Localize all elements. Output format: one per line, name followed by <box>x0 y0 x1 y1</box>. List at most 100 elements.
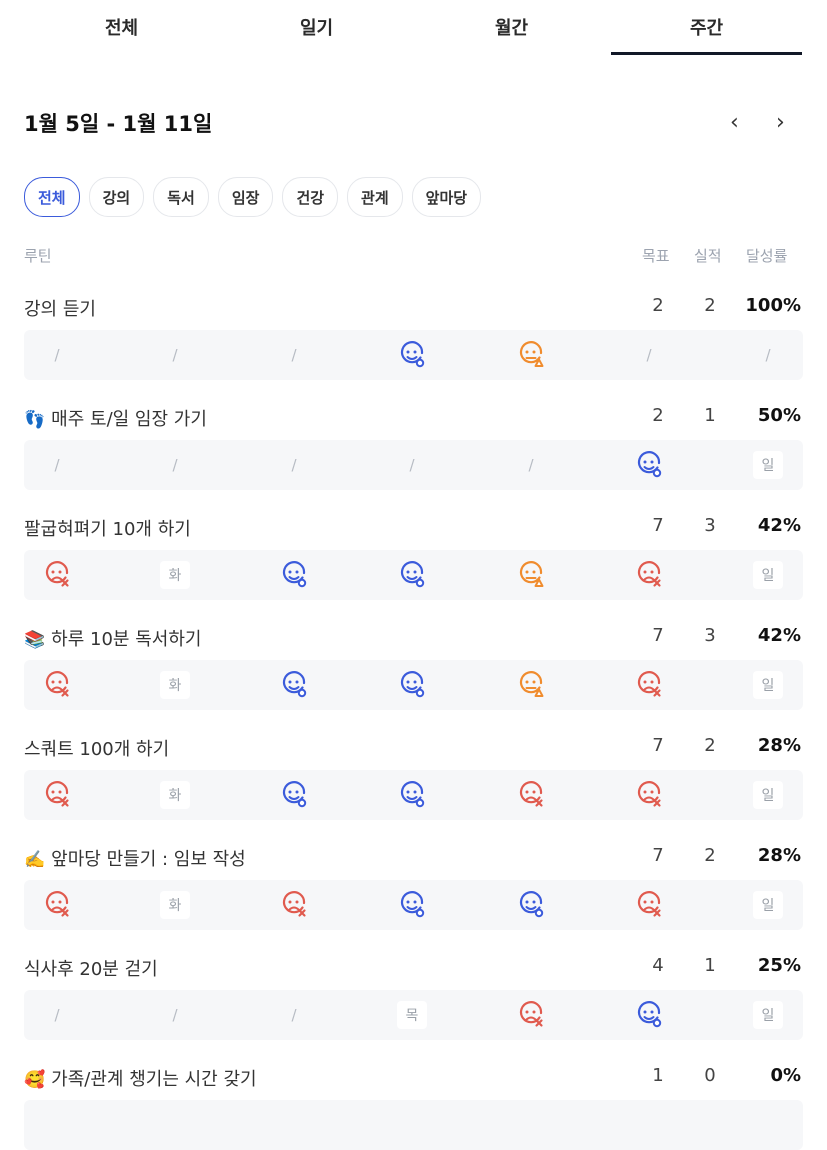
tab-all[interactable]: 전체 <box>104 18 139 39</box>
day-cell-empty[interactable]: / <box>624 330 674 380</box>
day-cell-empty[interactable]: / <box>269 440 319 490</box>
achievement-rate: 0% <box>770 1065 801 1086</box>
day-cell-pending[interactable]: 화 <box>150 770 200 820</box>
header-rate: 달성률 <box>746 247 788 265</box>
day-cell-empty[interactable]: / <box>269 330 319 380</box>
period-tabs: 전체 일기 월간 주간 <box>24 0 804 56</box>
sad-face-fail-icon[interactable] <box>32 770 82 820</box>
header-routine: 루틴 <box>24 247 52 265</box>
neutral-face-partial-icon[interactable] <box>506 660 556 710</box>
day-cell-pending[interactable]: 일 <box>743 440 793 490</box>
day-cell-empty[interactable]: / <box>150 990 200 1040</box>
chip-reading[interactable]: 독서 <box>153 177 209 217</box>
week-tracker: / / / / / <box>24 330 803 380</box>
week-tracker <box>24 1100 803 1150</box>
sad-face-fail-icon[interactable] <box>624 880 674 930</box>
achievement-rate: 28% <box>757 735 801 756</box>
day-cell-empty[interactable]: / <box>32 990 82 1040</box>
chip-health[interactable]: 건강 <box>282 177 339 217</box>
day-cell-pending[interactable]: 일 <box>743 660 793 710</box>
done-count: 1 <box>704 405 716 426</box>
week-tracker: / / / / / 일 <box>24 440 803 490</box>
day-cell-empty[interactable]: / <box>743 330 793 380</box>
routine-name: 팔굽혀펴기 10개 하기 <box>24 515 191 541</box>
sad-face-fail-icon[interactable] <box>624 660 674 710</box>
slash-mark: / <box>646 346 652 364</box>
sad-face-fail-icon[interactable] <box>506 990 556 1040</box>
happy-face-success-icon[interactable] <box>624 990 674 1040</box>
slash-mark: / <box>765 346 771 364</box>
sad-face-fail-icon[interactable] <box>32 660 82 710</box>
day-cell-pending[interactable]: 화 <box>150 550 200 600</box>
day-cell-empty[interactable]: / <box>269 990 319 1040</box>
day-cell-empty[interactable]: / <box>32 440 82 490</box>
header-done: 실적 <box>694 247 722 265</box>
routine-name: 식사후 20분 걷기 <box>24 955 158 981</box>
done-count: 0 <box>704 1065 716 1086</box>
sad-face-fail-icon[interactable] <box>624 550 674 600</box>
day-cell-empty[interactable]: / <box>150 330 200 380</box>
slash-mark: / <box>172 456 178 474</box>
happy-face-success-icon[interactable] <box>387 770 437 820</box>
tab-weekly[interactable]: 주간 <box>609 0 804 56</box>
done-count: 2 <box>704 295 716 316</box>
day-cell-pending[interactable]: 목 <box>387 990 437 1040</box>
day-label: 일 <box>753 561 783 589</box>
week-tracker: / / / 목 일 <box>24 990 803 1040</box>
routine-name: 스쿼트 100개 하기 <box>24 735 169 761</box>
day-cell-pending[interactable]: 화 <box>150 880 200 930</box>
day-cell-pending[interactable]: 화 <box>150 660 200 710</box>
chip-all[interactable]: 전체 <box>24 177 80 217</box>
sad-face-fail-icon[interactable] <box>32 880 82 930</box>
day-label: 화 <box>160 561 190 589</box>
done-count: 1 <box>704 955 716 976</box>
slash-mark: / <box>291 456 297 474</box>
happy-face-success-icon[interactable] <box>387 660 437 710</box>
achievement-rate: 50% <box>757 405 801 426</box>
happy-face-success-icon[interactable] <box>387 330 437 380</box>
happy-face-success-icon[interactable] <box>269 770 319 820</box>
happy-face-success-icon[interactable] <box>387 550 437 600</box>
day-cell-empty[interactable]: / <box>506 440 556 490</box>
day-cell-empty[interactable]: / <box>32 330 82 380</box>
routine-emoji: ✍️ <box>24 850 46 870</box>
neutral-face-partial-icon[interactable] <box>506 330 556 380</box>
routine-title: 식사후 20분 걷기 <box>24 959 158 980</box>
happy-face-success-icon[interactable] <box>387 880 437 930</box>
routine-name: 👣 매주 토/일 임장 가기 <box>24 405 207 431</box>
day-cell-pending[interactable]: 일 <box>743 990 793 1040</box>
happy-face-success-icon[interactable] <box>269 660 319 710</box>
slash-mark: / <box>409 456 415 474</box>
sad-face-fail-icon[interactable] <box>506 770 556 820</box>
chip-field-trip[interactable]: 임장 <box>217 177 274 217</box>
day-cell-empty[interactable]: / <box>150 440 200 490</box>
prev-week-button[interactable]: ‹ <box>730 110 739 135</box>
day-cell-pending[interactable]: 일 <box>743 550 793 600</box>
tab-monthly[interactable]: 월간 <box>494 18 529 39</box>
chip-front-yard[interactable]: 앞마당 <box>411 177 482 217</box>
sad-face-fail-icon[interactable] <box>32 550 82 600</box>
header-goal: 목표 <box>642 247 670 265</box>
next-week-button[interactable]: › <box>776 110 785 135</box>
goal-count: 4 <box>652 955 664 976</box>
happy-face-success-icon[interactable] <box>624 440 674 490</box>
chip-lecture[interactable]: 강의 <box>88 177 145 217</box>
day-cell-pending[interactable]: 일 <box>743 880 793 930</box>
neutral-face-partial-icon[interactable] <box>506 550 556 600</box>
happy-face-success-icon[interactable] <box>506 880 556 930</box>
sad-face-fail-icon[interactable] <box>269 880 319 930</box>
day-label: 화 <box>160 671 190 699</box>
routine-emoji: 🥰 <box>24 1070 46 1090</box>
day-label: 일 <box>753 671 783 699</box>
goal-count: 2 <box>652 295 664 316</box>
sad-face-fail-icon[interactable] <box>624 770 674 820</box>
happy-face-success-icon[interactable] <box>269 550 319 600</box>
slash-mark: / <box>291 346 297 364</box>
day-cell-empty[interactable]: / <box>387 440 437 490</box>
routine-title: 매주 토/일 임장 가기 <box>51 409 207 430</box>
chip-relationship[interactable]: 관계 <box>347 177 403 217</box>
done-count: 3 <box>704 515 716 536</box>
routine-emoji: 📚 <box>24 630 46 650</box>
day-cell-pending[interactable]: 일 <box>743 770 793 820</box>
tab-diary[interactable]: 일기 <box>299 18 334 39</box>
